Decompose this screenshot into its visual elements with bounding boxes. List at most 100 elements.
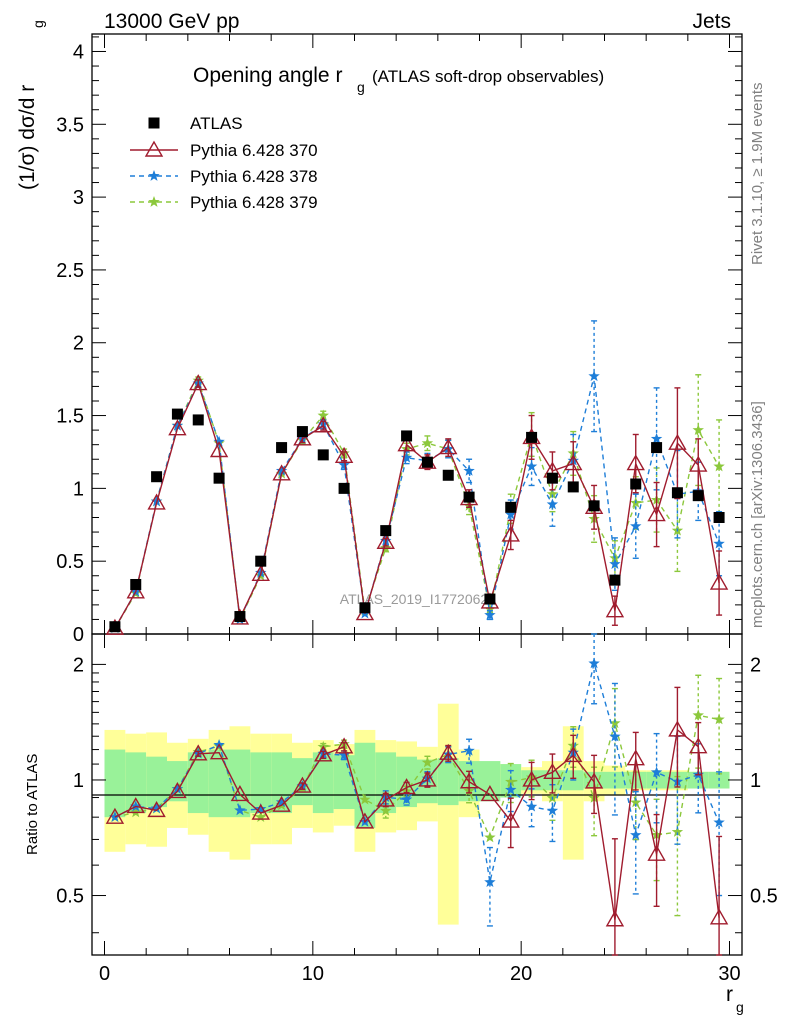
- series-pythia-6-428-370-ratio-point: [626, 749, 645, 766]
- series-atlas-point: [609, 574, 621, 586]
- series-pythia-6-428-378-point: [588, 370, 600, 382]
- series-atlas-point: [463, 491, 475, 503]
- series-pythia-6-428-370-point: [501, 525, 520, 542]
- main-y-tick-label: 1: [73, 478, 84, 500]
- series-atlas-point: [380, 525, 392, 537]
- series-pythia-6-428-370-point: [439, 438, 458, 455]
- main-y-tick-label: 3: [73, 187, 84, 209]
- series-pythia-6-428-370-point: [689, 455, 708, 472]
- legend-label: Pythia 6.428 379: [190, 193, 318, 212]
- series-pythia-6-428-378-ratio-point: [255, 803, 267, 814]
- series-atlas-point: [692, 490, 704, 502]
- series-atlas-point: [234, 611, 246, 623]
- series-atlas-point: [255, 555, 267, 567]
- series-atlas-point: [567, 481, 579, 493]
- ylabel-ratio: Ratio to ATLAS: [24, 754, 41, 855]
- band-inner: [646, 771, 667, 789]
- series-pythia-6-428-370-ratio-point: [522, 770, 541, 787]
- title-tail: (ATLAS soft-drop observables): [372, 67, 604, 86]
- series-pythia-6-428-370-ratio-point: [689, 737, 708, 754]
- series-pythia-6-428-370-point: [147, 493, 166, 510]
- watermark: ATLAS_2019_I1772062: [340, 591, 489, 607]
- legend-label: Pythia 6.428 378: [190, 167, 318, 186]
- series-pythia-6-428-370-ratio-point: [543, 762, 562, 780]
- series-pythia-6-428-378-ratio-point: [525, 800, 538, 812]
- series-pythia-6-428-370-ratio-point: [314, 745, 333, 762]
- series-pythia-6-428-378-point: [171, 419, 184, 431]
- energy-label: 13000 GeV pp: [104, 10, 239, 33]
- band-inner: [312, 752, 334, 814]
- main-series-layer: [105, 320, 729, 635]
- series-pythia-6-428-370-point: [564, 454, 583, 471]
- series-pythia-6-428-370-point: [126, 582, 145, 599]
- series-pythia-6-428-378-point: [525, 460, 538, 472]
- series-pythia-6-428-370-ratio-point: [293, 776, 312, 793]
- series-pythia-6-428-378-point: [275, 464, 288, 476]
- series-pythia-6-428-378-ratio-point: [713, 816, 725, 828]
- series-pythia-6-428-378-point: [630, 520, 642, 532]
- series-pythia-6-428-379-point: [317, 409, 329, 421]
- series-pythia-6-428-370-point: [251, 564, 270, 581]
- main-y-tick-label: 2: [73, 333, 84, 355]
- series-pythia-6-428-379-point: [692, 424, 704, 435]
- series-atlas-point: [671, 487, 683, 499]
- series-pythia-6-428-378-ratio-point: [588, 657, 600, 669]
- series-pythia-6-428-370-ratio-point: [501, 811, 520, 828]
- series-pythia-6-428-379-ratio-point: [692, 709, 704, 721]
- series-pythia-6-428-370-point: [293, 429, 312, 446]
- legend-marker: [148, 117, 160, 129]
- series-pythia-6-428-370-ratio-point: [418, 770, 437, 787]
- xlabel-subscript: g: [736, 999, 744, 1015]
- process-label: Jets: [692, 10, 731, 33]
- series-pythia-6-428-370-point: [668, 433, 687, 450]
- series-pythia-6-428-370-point: [376, 532, 395, 549]
- series-atlas-point: [213, 472, 225, 484]
- series-pythia-6-428-378-ratio-point: [609, 730, 621, 742]
- x-axis-label: r g: [726, 983, 744, 1015]
- series-atlas-point: [505, 501, 517, 513]
- series-pythia-6-428-370-ratio-point: [126, 797, 145, 814]
- series-atlas-point: [192, 414, 204, 426]
- band-inner: [208, 749, 230, 818]
- series-pythia-6-428-378-ratio-point: [400, 793, 413, 805]
- series-pythia-6-428-378-point: [546, 498, 559, 510]
- legend-label: ATLAS: [190, 114, 243, 133]
- series-atlas-point: [630, 478, 642, 490]
- band-inner: [375, 752, 397, 814]
- ratio-y-tick-label-right: 0.5: [750, 886, 778, 908]
- series-pythia-6-428-379-ratio-point: [713, 713, 725, 725]
- series-atlas-point: [442, 469, 454, 481]
- x-tick-label: 10: [302, 963, 324, 985]
- ylabel-main: (1/σ) dσ/d r: [16, 85, 39, 190]
- series-pythia-6-428-370-point: [626, 454, 645, 471]
- series-pythia-6-428-370-point: [605, 601, 625, 618]
- main-y-tick-label: 0: [73, 624, 84, 646]
- series-atlas-point: [713, 511, 725, 523]
- legend-marker: [148, 196, 160, 207]
- x-tick-label: 0: [99, 963, 110, 985]
- ratio-y-tick-label-right: 2: [750, 654, 761, 676]
- main-axis-ticks: 0 0.5 1 1.5 2 2.5 3 3.5 4: [56, 36, 742, 646]
- series-pythia-6-428-379-ratio-point: [421, 756, 434, 768]
- y-axis-label-main: (1/σ) dσ/d r g: [16, 20, 46, 190]
- series-pythia-6-428-379-line: [114, 378, 720, 629]
- ylabel-main-subscript: g: [30, 20, 46, 28]
- series-atlas-point: [171, 408, 183, 420]
- series-pythia-6-428-370-ratio-point: [668, 720, 687, 737]
- series-atlas-point: [359, 602, 371, 614]
- series-pythia-6-428-370-ratio-point: [230, 785, 250, 802]
- rivet-label: Rivet 3.1.10, ≥ 1.9M events: [749, 83, 766, 266]
- band-inner: [187, 752, 209, 814]
- series-pythia-6-428-370-ratio-point: [584, 772, 604, 789]
- series-pythia-6-428-379-point: [421, 437, 434, 449]
- series-pythia-6-428-370-ratio-point: [564, 746, 583, 763]
- series-pythia-6-428-370-ratio-line: [114, 728, 720, 920]
- ratio-axis-ticks: 0.5 0.5 1 1 2 2: [56, 654, 778, 934]
- band-inner: [437, 758, 459, 806]
- series-atlas-point: [484, 593, 496, 605]
- series-pythia-6-428-379-ratio-point: [609, 717, 621, 729]
- series-pythia-6-428-378-ratio-point: [630, 829, 642, 840]
- series-pythia-6-428-370-line: [114, 381, 720, 629]
- series-pythia-6-428-378-ratio-point: [484, 876, 496, 888]
- series-pythia-6-428-370-point: [189, 374, 208, 391]
